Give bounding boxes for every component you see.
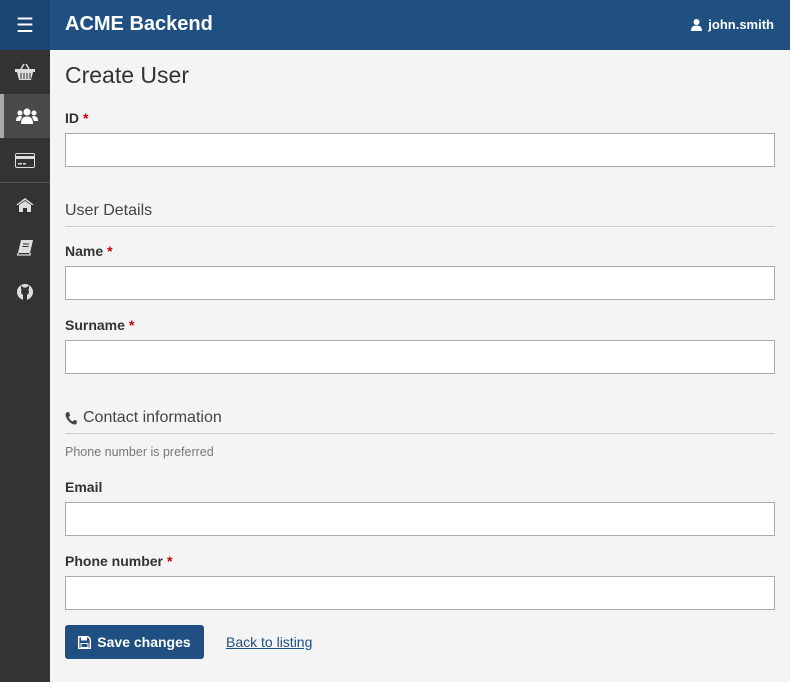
sidebar-item-home[interactable] xyxy=(0,183,50,227)
save-button[interactable]: Save changes xyxy=(65,625,204,659)
github-icon xyxy=(17,284,33,300)
email-input[interactable] xyxy=(65,502,775,536)
sidebar-item-docs[interactable] xyxy=(0,226,50,270)
credit-card-icon xyxy=(15,152,35,168)
surname-input[interactable] xyxy=(65,340,775,374)
hamburger-icon[interactable]: ☰ xyxy=(0,0,50,50)
page-title: Create User xyxy=(65,62,189,88)
id-label: ID * xyxy=(65,110,89,126)
back-to-listing-link[interactable]: Back to listing xyxy=(226,634,313,650)
username: john.smith xyxy=(708,17,774,32)
save-icon xyxy=(78,635,92,649)
sidebar-item-payments[interactable] xyxy=(0,138,50,182)
app-title[interactable]: ACME Backend xyxy=(65,13,213,35)
book-icon xyxy=(17,240,33,256)
sidebar-item-users[interactable] xyxy=(0,94,50,138)
users-icon xyxy=(16,108,38,124)
contact-legend: Contact information xyxy=(65,409,775,434)
sidebar xyxy=(0,50,50,682)
phone-label: Phone number * xyxy=(65,553,173,569)
id-input[interactable] xyxy=(65,133,775,167)
contact-help-text: Phone number is preferred xyxy=(65,445,214,459)
phone-icon xyxy=(65,411,77,424)
user-menu[interactable]: john.smith xyxy=(691,17,774,32)
email-label: Email xyxy=(65,479,103,495)
sidebar-divider xyxy=(0,182,50,183)
sidebar-item-orders[interactable] xyxy=(0,50,50,94)
top-header: ☰ ACME Backend john.smith xyxy=(0,0,790,50)
user-icon xyxy=(691,18,703,31)
user-details-legend: User Details xyxy=(65,202,775,227)
basket-icon xyxy=(15,63,35,80)
sidebar-item-github[interactable] xyxy=(0,270,50,314)
phone-input[interactable] xyxy=(65,576,775,610)
name-label: Name * xyxy=(65,243,113,259)
surname-label: Surname * xyxy=(65,317,135,333)
name-input[interactable] xyxy=(65,266,775,300)
home-icon xyxy=(16,198,34,212)
